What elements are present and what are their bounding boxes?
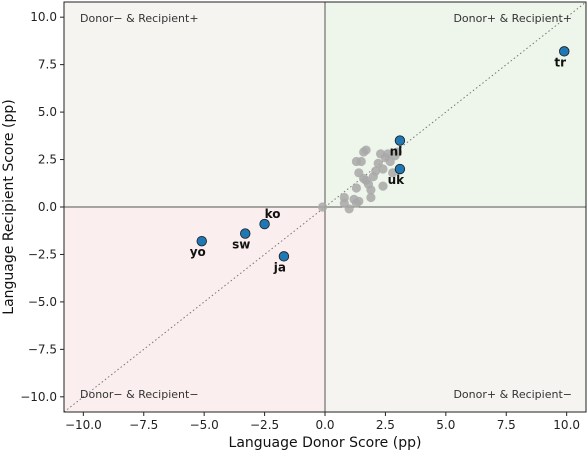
scatter-point-other <box>366 192 376 203</box>
x-tick-label: −2.5 <box>250 418 279 432</box>
y-tick-label: −10.0 <box>20 390 57 404</box>
y-tick-label: 0.0 <box>38 200 57 214</box>
x-tick-label: −10.0 <box>65 418 102 432</box>
x-tick-label: 10.0 <box>553 418 580 432</box>
scatter-point-other <box>351 183 362 193</box>
point-label-sw: sw <box>232 238 250 252</box>
scatter-point-other <box>344 204 354 214</box>
x-axis-title: Language Donor Score (pp) <box>229 435 422 451</box>
scatter-point-other <box>361 175 371 186</box>
scatter-point-yo <box>196 235 207 247</box>
point-label-ko: ko <box>265 207 281 221</box>
scatter-point-other <box>383 149 393 159</box>
scatter-point-other <box>351 156 362 167</box>
point-label-tr: tr <box>554 55 566 69</box>
x-tick-label: −5.0 <box>190 418 219 432</box>
scatter-point-other <box>339 192 349 203</box>
y-tick-label: 10.0 <box>30 10 57 24</box>
scatter-point-other <box>392 147 403 157</box>
scatter-point-other <box>354 196 364 206</box>
x-tick-label: 5.0 <box>436 418 455 432</box>
y-tick-label: −5.0 <box>28 295 57 309</box>
point-label-uk: uk <box>388 173 406 187</box>
x-tick-label: 0.0 <box>315 418 334 432</box>
scatter-point-other <box>378 181 388 191</box>
scatter-point-sw <box>240 228 251 239</box>
scatter-point-ja <box>278 251 290 262</box>
y-tick-label: −2.5 <box>28 247 57 261</box>
diagonal-reference-line <box>63 1 587 413</box>
scatter-point-other <box>317 202 328 212</box>
quadrant-label-bottom-left: Donor− & Recipient− <box>80 388 199 401</box>
y-tick-label: 2.5 <box>38 153 57 167</box>
x-tick-label: 7.5 <box>497 418 516 432</box>
point-label-yo: yo <box>190 245 206 259</box>
quadrant-label-bottom-right: Donor+ & Recipient− <box>453 388 572 401</box>
scatter-point-other <box>361 145 371 155</box>
point-label-nl: nl <box>390 145 403 159</box>
point-label-ja: ja <box>273 260 286 274</box>
y-tick-label: 5.0 <box>38 105 57 119</box>
x-tick-label: −7.5 <box>129 418 158 432</box>
scatter-point-uk <box>394 163 406 175</box>
y-tick-label: −7.5 <box>28 342 57 356</box>
quadrant-label-top-right: Donor+ & Recipient+ <box>453 12 572 25</box>
x-tick-label: 2.5 <box>376 418 395 432</box>
y-tick-label: 7.5 <box>38 58 57 72</box>
quadrant-label-top-left: Donor− & Recipient+ <box>80 12 199 25</box>
scatter-point-other <box>378 164 388 174</box>
scatter-point-ko <box>259 218 270 230</box>
scatter-point-nl <box>394 135 406 146</box>
scatter-point-other <box>371 166 381 176</box>
y-axis-title: Language Recipient Score (pp) <box>1 99 17 314</box>
quadrant-bg-top-left <box>64 2 325 207</box>
scatter-point-other <box>366 185 376 195</box>
scatter-point-tr <box>559 46 570 57</box>
quadrant-bg-bottom-right <box>325 207 586 412</box>
